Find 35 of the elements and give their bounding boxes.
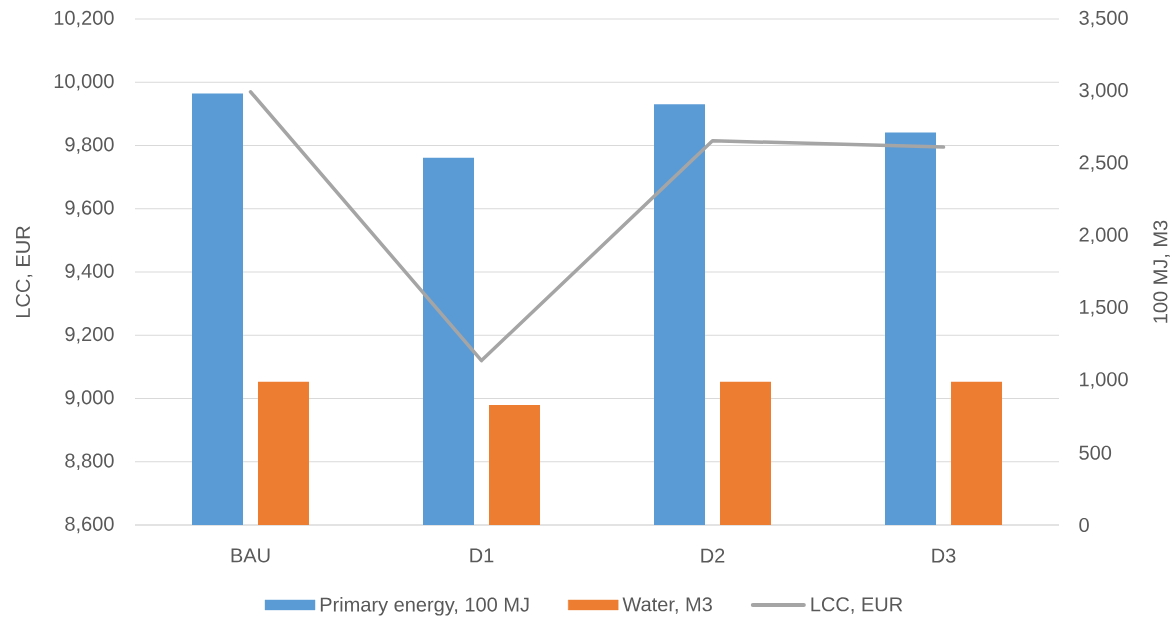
x-tick-label: D2 [701,548,725,563]
y-tick-label: 9,400 [65,263,114,281]
y-tick-label: 8,800 [65,453,114,471]
legend-label: LCC, EUR [811,597,903,614]
y-tick-label: 10,200 [54,10,114,28]
bar [489,405,540,525]
x-tick-label: D3 [932,548,956,563]
bar [258,381,310,525]
y2-tick-label: 2,000 [1079,227,1128,245]
y2-tick-label: 2,500 [1079,155,1128,172]
y2-tick-label: 1,500 [1080,299,1128,317]
bar [423,157,474,525]
y2-axis-title: 100 MJ, M3 [1153,220,1170,323]
y2-tick-label: 3,000 [1079,83,1128,100]
y2-tick-label: 3,500 [1079,10,1128,28]
legend-label: Primary energy, 100 MJ [320,596,529,616]
y-axis-title: LCC, EUR [15,226,33,318]
line-series [248,89,946,363]
y-tick-label: 9,200 [65,326,114,344]
y-tick-label: 8,600 [65,516,114,534]
y2-tick-label: 0 [1079,517,1089,533]
bar [192,93,244,525]
bar [951,381,1003,525]
y2-tick-label: 500 [1079,445,1112,460]
y-tick-label: 9,000 [65,390,114,407]
bar [720,381,772,525]
bar [885,132,937,525]
x-tick-label: D1 [470,548,494,563]
bar [654,104,706,525]
y-tick-label: 10,000 [54,73,114,91]
y-tick-label: 9,600 [65,200,114,218]
x-tick-label: BAU [231,548,270,563]
legend-label: Water, M3 [622,597,712,614]
y2-tick-label: 1,000 [1080,372,1128,389]
y-tick-label: 9,800 [65,137,114,154]
